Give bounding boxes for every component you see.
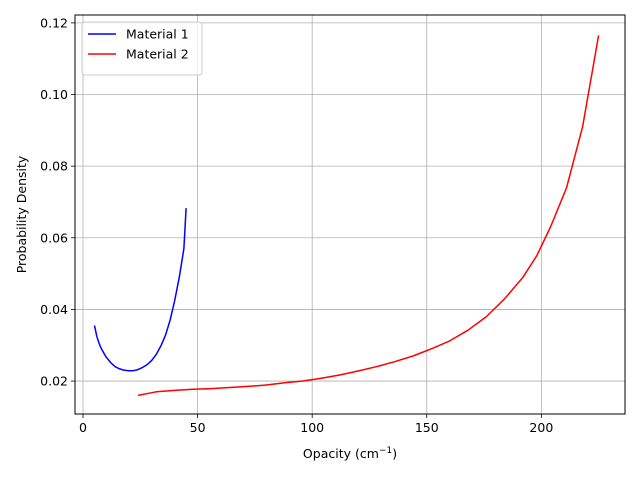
x-tick-label: 0: [79, 420, 87, 435]
y-tick-label: 0.12: [40, 15, 68, 30]
legend-label: Material 2: [126, 47, 189, 62]
x-axis-label-exponent: −1: [379, 446, 392, 456]
grid-lines: [75, 15, 625, 414]
y-tick-label: 0.04: [40, 302, 68, 317]
x-axis-label-main: Opacity (cm: [303, 446, 379, 461]
y-tick-label: 0.08: [40, 159, 68, 174]
series-line-material-1: [93, 208, 187, 372]
legend-label: Material 1: [126, 27, 189, 42]
y-axis-label: Probability Density: [14, 155, 29, 273]
series-layer: [93, 35, 600, 397]
x-tick-label: 50: [190, 420, 206, 435]
x-tick-label: 150: [415, 420, 439, 435]
y-axis-ticks: 0.02 0.04 0.06 0.08 0.10 0.12: [40, 15, 75, 389]
legend-box: [81, 21, 203, 76]
x-tick-label: 200: [529, 420, 553, 435]
y-tick-label: 0.02: [40, 374, 68, 389]
series-line-material-2: [137, 35, 600, 397]
x-axis-ticks: 0 50 100 150 200: [79, 414, 553, 435]
legend: Material 1 Material 2: [81, 21, 203, 76]
x-tick-label: 100: [300, 420, 324, 435]
y-tick-label: 0.06: [40, 230, 68, 245]
x-axis-label: Opacity (cm−1): [303, 446, 397, 461]
y-tick-label: 0.10: [40, 87, 68, 102]
x-axis-label-close: ): [392, 446, 397, 461]
plot-frame: [74, 14, 626, 415]
